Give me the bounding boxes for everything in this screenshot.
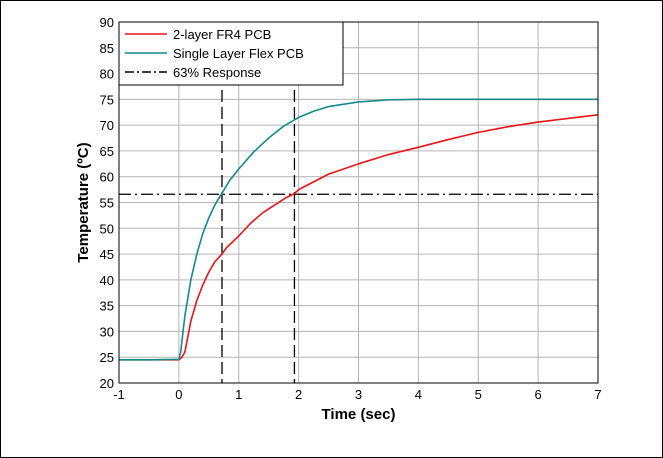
y-tick-label: 50 — [100, 221, 114, 236]
legend-label-63-response: 63% Response — [173, 65, 261, 80]
data-series — [119, 98, 599, 361]
y-tick-label: 20 — [100, 376, 114, 391]
plot-border — [118, 21, 599, 384]
legend: 2-layer FR4 PCB Single Layer Flex PCB 63… — [118, 21, 344, 86]
y-tick-label: 55 — [100, 196, 114, 211]
grid-lines — [118, 21, 599, 384]
x-tick-label: 3 — [355, 387, 362, 402]
y-tick-label: 45 — [100, 247, 114, 262]
y-tick-label: 75 — [100, 92, 114, 107]
x-axis-title: Time (sec) — [322, 406, 396, 423]
y-tick-label: 35 — [100, 299, 114, 314]
y-tick-label: 65 — [100, 144, 114, 159]
x-tick-label: 1 — [235, 387, 242, 402]
x-tick-label: 4 — [415, 387, 422, 402]
x-tick-label: 2 — [295, 387, 302, 402]
legend-label-flex: Single Layer Flex PCB — [173, 46, 304, 61]
y-tick-label: 40 — [100, 273, 114, 288]
x-tick-label: -1 — [113, 387, 125, 402]
fr4-curve — [119, 114, 599, 361]
legend-label-fr4: 2-layer FR4 PCB — [173, 27, 271, 42]
y-tick-label: 90 — [100, 15, 114, 30]
x-tick-label: 5 — [475, 387, 482, 402]
y-tick-label: 25 — [100, 350, 114, 365]
x-tick-label: 7 — [594, 387, 601, 402]
y-tick-label: 85 — [100, 41, 114, 56]
y-tick-label: 60 — [100, 170, 114, 185]
y-tick-label: 30 — [100, 324, 114, 339]
x-tick-label: 6 — [535, 387, 542, 402]
y-tick-label: 70 — [100, 118, 114, 133]
y-tick-labels: 20 25 30 35 40 45 50 55 60 65 70 75 80 85 90 — [100, 15, 114, 391]
flex-curve — [119, 98, 598, 361]
y-tick-label: 80 — [100, 67, 114, 82]
x-tick-labels: -1 0 1 2 3 4 5 6 7 — [113, 387, 601, 402]
x-tick-label: 0 — [175, 387, 182, 402]
y-axis-title: Temperature (ºC) — [75, 142, 92, 262]
